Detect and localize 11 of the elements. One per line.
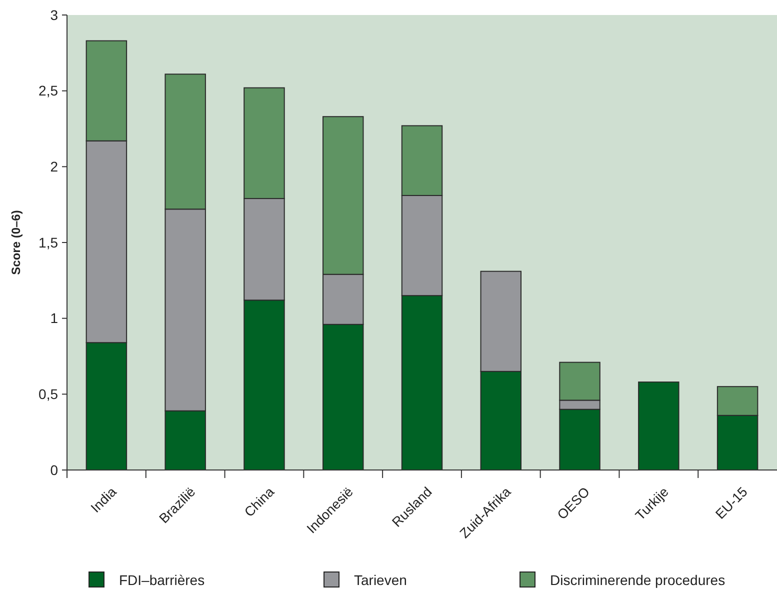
y-tick-label: 0 [50,462,58,478]
y-tick-label: 2 [50,158,58,175]
y-tick-label: 3 [50,6,58,23]
y-tick-label: 0,5 [38,386,58,402]
y-axis-title: Score (0–6) [9,210,23,275]
y-tick-label: 2,5 [38,82,58,99]
legend-label: Tarieven [354,572,407,588]
y-tick-label: 1,5 [38,234,58,250]
legend-label: FDI–barrières [119,572,205,588]
y-tick-label: 1 [50,310,58,326]
legend-label: Discriminerende procedures [550,572,726,588]
